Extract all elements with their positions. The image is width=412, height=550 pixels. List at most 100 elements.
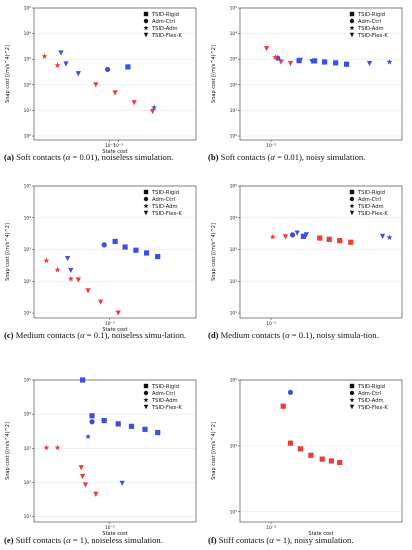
y-tick-label: 10¹	[230, 311, 238, 317]
data-point-tsid-flex-k	[65, 255, 71, 262]
caption-alpha: α	[65, 152, 71, 162]
figure-caption: (c) Medium contacts (α = 0.1), noiseless…	[4, 330, 204, 341]
scatter-panel-a: 10⁰ 10¹ 10² 10³ 10⁴ 10⁵ 10⁻³ 10⁻³ State cost Snap…	[0, 0, 206, 155]
caption-label: (f)	[208, 535, 217, 545]
caption-alpha: α	[285, 330, 290, 340]
data-point-tsid-rigid	[133, 247, 139, 253]
data-point-tsid-flex-k	[309, 59, 315, 65]
y-tick-label: 10⁵	[230, 184, 238, 190]
data-point-tsid-rigid	[297, 446, 303, 452]
x-tick-label: 10⁻³	[266, 525, 276, 531]
data-point-tsid-rigid	[142, 426, 148, 432]
legend-label: Adm-Ctrl	[152, 197, 175, 203]
caption-text: = 1), noisy simulation.	[273, 535, 354, 545]
x-axis-label: State cost	[102, 149, 127, 155]
data-point-tsid-rigid	[317, 235, 323, 241]
x-tick-label: 10⁻³	[105, 525, 115, 531]
data-point-tsid-flex-k	[78, 465, 84, 471]
legend-marker-adm-ctrl	[143, 390, 149, 396]
data-point-tsid-adm	[272, 54, 279, 60]
data-point-tsid-flex-k	[115, 310, 121, 316]
y-tick-label: 10³	[230, 247, 238, 253]
y-tick-label: 10⁵	[24, 378, 32, 384]
scatter-chart: 10³ 10⁴ 10⁵ 10⁻³ State cost Snap cost [(m/s^4…	[211, 378, 403, 537]
data-point-tsid-rigid	[155, 253, 161, 260]
data-point-tsid-rigid	[155, 429, 161, 436]
legend-label: Adm-Ctrl	[358, 19, 381, 25]
legend-marker-tsid-rigid	[143, 383, 149, 389]
plot-frame	[239, 379, 403, 523]
caption-label: (c)	[4, 330, 14, 340]
data-point-tsid-rigid	[319, 456, 325, 462]
y-tick-label: 10²	[24, 82, 32, 88]
x-axis-label: State cost	[308, 531, 333, 537]
y-axis-label: Snap cost [(m/s^4)^2]	[5, 223, 11, 281]
caption-alpha: α	[269, 535, 274, 545]
caption-alpha: α	[270, 152, 275, 162]
legend-label: TSID-Rigid	[151, 384, 179, 390]
x-tick-label: 10⁻³	[113, 143, 123, 149]
legend-marker-tsid-flex-k	[349, 404, 355, 410]
legend-label: TSID-Flex-K	[357, 33, 388, 39]
data-point-tsid-adm	[85, 433, 92, 440]
legend-label: Adm-Ctrl	[358, 197, 381, 203]
data-point-tsid-flex-k	[263, 45, 270, 52]
legend-label: TSID-Adm	[357, 204, 384, 210]
x-tick-label: 10⁻³	[266, 321, 276, 327]
y-tick-label: 10³	[24, 446, 32, 452]
data-point-tsid-rigid	[112, 238, 118, 245]
legend-label: TSID-Flex-K	[357, 405, 388, 411]
legend-marker-tsid-flex-k	[349, 32, 355, 38]
data-point-tsid-rigid	[80, 377, 86, 383]
y-tick-label: 10⁵	[230, 378, 238, 384]
legend-label: TSID-Adm	[151, 26, 178, 32]
x-axis-label: State cost	[102, 327, 127, 333]
legend-marker-tsid-adm	[349, 397, 355, 403]
y-tick-label: 10⁴	[230, 215, 238, 221]
x-tick-label: 10⁻³	[105, 321, 115, 327]
caption-text: Stiff contacts (	[216, 535, 270, 545]
data-point-tsid-flex-k	[379, 233, 386, 239]
data-point-tsid-flex-k	[278, 59, 284, 65]
y-tick-label: 10⁵	[24, 184, 32, 190]
legend-marker-adm-ctrl	[143, 196, 149, 202]
data-point-tsid-adm	[386, 234, 393, 240]
data-point-tsid-flex-k	[150, 108, 156, 115]
data-point-tsid-adm	[151, 104, 158, 111]
data-point-tsid-rigid	[337, 238, 343, 244]
data-point-tsid-adm	[386, 58, 393, 65]
legend-marker-tsid-adm	[349, 25, 355, 31]
legend-marker-tsid-adm	[143, 397, 149, 403]
data-point-tsid-adm	[54, 444, 61, 451]
scatter-panel-b: 10⁰ 10¹ 10² 10³ 10⁴ 10⁵ 10⁻³ Snap cost [(m/s^4)…	[206, 0, 412, 149]
data-point-tsid-rigid	[333, 60, 339, 66]
data-point-adm-ctrl	[89, 419, 95, 425]
caption-label: (a)	[4, 152, 15, 162]
x-tick-label: 10⁻³	[266, 143, 276, 149]
data-point-tsid-rigid	[143, 250, 150, 256]
y-axis-label: Snap cost [(m/s^4)^2]	[5, 45, 11, 103]
legend-label: TSID-Flex-K	[151, 33, 182, 39]
data-point-tsid-rigid	[115, 421, 121, 427]
data-point-tsid-flex-k	[85, 288, 91, 294]
legend-marker-tsid-rigid	[349, 189, 355, 195]
y-tick-label: 10¹	[230, 108, 238, 114]
y-axis-label: Snap cost [(m/s^4)^2]	[211, 422, 217, 480]
caption-text: Stiff contacts (	[13, 535, 67, 545]
legend-label: TSID-Rigid	[357, 190, 385, 196]
caption-label: (e)	[4, 535, 14, 545]
data-point-tsid-adm	[43, 444, 50, 451]
data-point-tsid-rigid	[300, 233, 307, 239]
y-tick-label: 10⁵	[230, 6, 238, 12]
data-point-tsid-adm	[67, 275, 74, 282]
data-point-tsid-flex-k	[58, 50, 64, 56]
legend-label: TSID-Adm	[151, 204, 178, 210]
caption-text: = 0.1), noisy simula-tion.	[289, 330, 379, 340]
caption-text: = 0.01), noiseless simulation.	[70, 152, 174, 162]
legend-marker-tsid-rigid	[349, 11, 355, 17]
caption-alpha: α	[66, 535, 71, 545]
data-point-tsid-rigid	[322, 59, 328, 65]
caption-text: Soft contacts (	[14, 152, 66, 162]
y-tick-label: 10⁵	[24, 6, 32, 12]
data-point-tsid-rigid	[101, 417, 107, 424]
